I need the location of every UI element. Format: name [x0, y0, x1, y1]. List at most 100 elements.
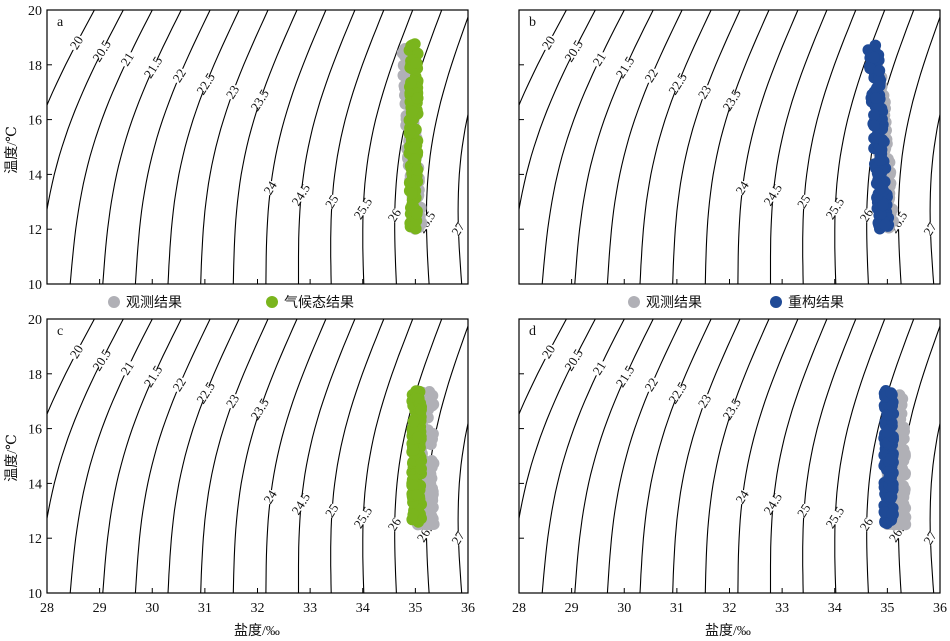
- data-point: [868, 109, 880, 121]
- data-point: [426, 455, 438, 467]
- contour-label-bg: [352, 201, 375, 216]
- contour-label-20.5: 20.5: [89, 346, 114, 373]
- contour-label-bg: [855, 517, 878, 532]
- data-point: [407, 444, 420, 457]
- x-tick-label: 31: [198, 601, 212, 616]
- contour-label-21.5: 21.5: [141, 363, 166, 390]
- data-point: [403, 126, 416, 139]
- data-point: [427, 488, 439, 501]
- contour-line-21.5: [574, 10, 654, 284]
- contour-label-bg: [249, 402, 272, 417]
- y-axis-label-top: 温度/℃: [4, 126, 20, 174]
- data-point: [411, 92, 424, 104]
- x-tick-label: 30: [617, 601, 631, 616]
- contour-label-20.5: 20.5: [89, 37, 114, 64]
- contour-label-bg: [221, 394, 244, 409]
- contour-line-25: [330, 319, 385, 593]
- contour-label-25.5: 25.5: [822, 504, 847, 531]
- contour-label-bg: [919, 222, 940, 237]
- x-tick-label: 33: [775, 601, 789, 616]
- density-contours: 2020.52121.52222.52323.52424.52525.52626…: [47, 10, 468, 284]
- contour-label-bg: [91, 44, 114, 59]
- contour-line-24.5: [769, 319, 828, 593]
- contour-label-bg: [640, 377, 663, 392]
- contour-line-24.5: [297, 319, 356, 593]
- contour-label-bg: [383, 208, 406, 223]
- contour-label-bg: [793, 503, 816, 518]
- contour-label-bg: [537, 35, 560, 50]
- contour-line-24.5: [769, 10, 828, 284]
- data-point: [869, 39, 882, 52]
- contour-label-bg: [824, 510, 847, 525]
- panel-letter: a: [57, 15, 64, 30]
- contour-line-23: [200, 319, 269, 593]
- x-tick-label: 36: [933, 601, 947, 616]
- data-point: [886, 507, 898, 520]
- contour-label-bg: [588, 52, 611, 67]
- x-axis-label-left: 盐度/‰: [234, 623, 280, 639]
- x-tick-label: 34: [828, 601, 842, 616]
- contour-label-bg: [249, 93, 272, 108]
- contour-line-27: [457, 421, 468, 593]
- contour-label-22.5: 22.5: [665, 70, 690, 97]
- data-point: [412, 431, 424, 444]
- contour-line-26.5: [897, 15, 940, 284]
- contour-line-22: [606, 319, 683, 593]
- series-1-points: [406, 385, 428, 528]
- contour-line-20: [519, 10, 567, 107]
- contour-label-bg: [221, 85, 244, 100]
- contour-label-25.5: 25.5: [350, 504, 375, 531]
- x-tick-label: 36: [461, 601, 475, 616]
- contour-label-bg: [824, 201, 847, 216]
- contour-line-25: [802, 10, 857, 284]
- contour-line-27: [457, 112, 468, 284]
- data-point: [886, 481, 899, 494]
- data-point: [411, 489, 423, 501]
- legend-label-climatology: 气候态结果: [284, 295, 354, 311]
- data-point: [873, 80, 886, 92]
- contour-label-bg: [142, 60, 165, 75]
- contour-label-bg: [116, 361, 139, 376]
- data-point: [411, 164, 424, 176]
- contour-label-bg: [259, 181, 282, 196]
- y-tick-label: 10: [28, 278, 42, 293]
- contour-line-25.5: [362, 10, 414, 284]
- contour-line-22: [134, 319, 211, 593]
- data-point: [407, 39, 419, 51]
- data-point: [870, 92, 882, 104]
- panel-a: 2020.52121.52222.52323.52424.52525.52626…: [28, 4, 469, 293]
- contour-label-bg: [667, 76, 690, 91]
- contour-line-23.5: [704, 319, 770, 593]
- contour-label-bg: [168, 68, 191, 83]
- data-point: [883, 471, 895, 484]
- panel-b: 2020.52121.52222.52323.52424.52525.52626…: [518, 9, 941, 285]
- contour-line-26: [394, 10, 443, 284]
- contour-line-25: [330, 10, 385, 284]
- data-point: [881, 408, 893, 421]
- panel-c: 20 20.5 21 21.5 22 22.5 23 23.524 24.5 25 25.5 26 26…: [28, 313, 475, 616]
- contour-line-27: [929, 421, 940, 593]
- contour-line-22.5: [639, 319, 712, 593]
- data-point: [881, 426, 893, 439]
- contour-label-bg: [259, 490, 282, 505]
- contour-label-23.5: 23.5: [247, 396, 272, 423]
- data-point: [423, 386, 436, 398]
- contour-label-24.5: 24.5: [288, 490, 313, 517]
- contour-label-23.5: 23.5: [247, 87, 272, 114]
- contour-line-26.5: [425, 15, 468, 284]
- contour-label-bg: [563, 44, 586, 59]
- y-tick-label: 14: [28, 168, 42, 183]
- contour-label-24.5: 24.5: [288, 181, 313, 208]
- data-point: [407, 141, 420, 154]
- data-point: [415, 463, 428, 475]
- contour-label-bg: [693, 394, 716, 409]
- contour-label-bg: [195, 76, 218, 91]
- contour-label-20.5: 20.5: [561, 346, 586, 373]
- contour-label-bg: [762, 187, 785, 202]
- y-tick-label: 12: [28, 223, 42, 238]
- contour-line-22.5: [167, 10, 240, 284]
- contour-label-24.5: 24.5: [760, 490, 785, 517]
- x-tick-label: 28: [40, 601, 54, 616]
- contour-line-25.5: [834, 319, 886, 593]
